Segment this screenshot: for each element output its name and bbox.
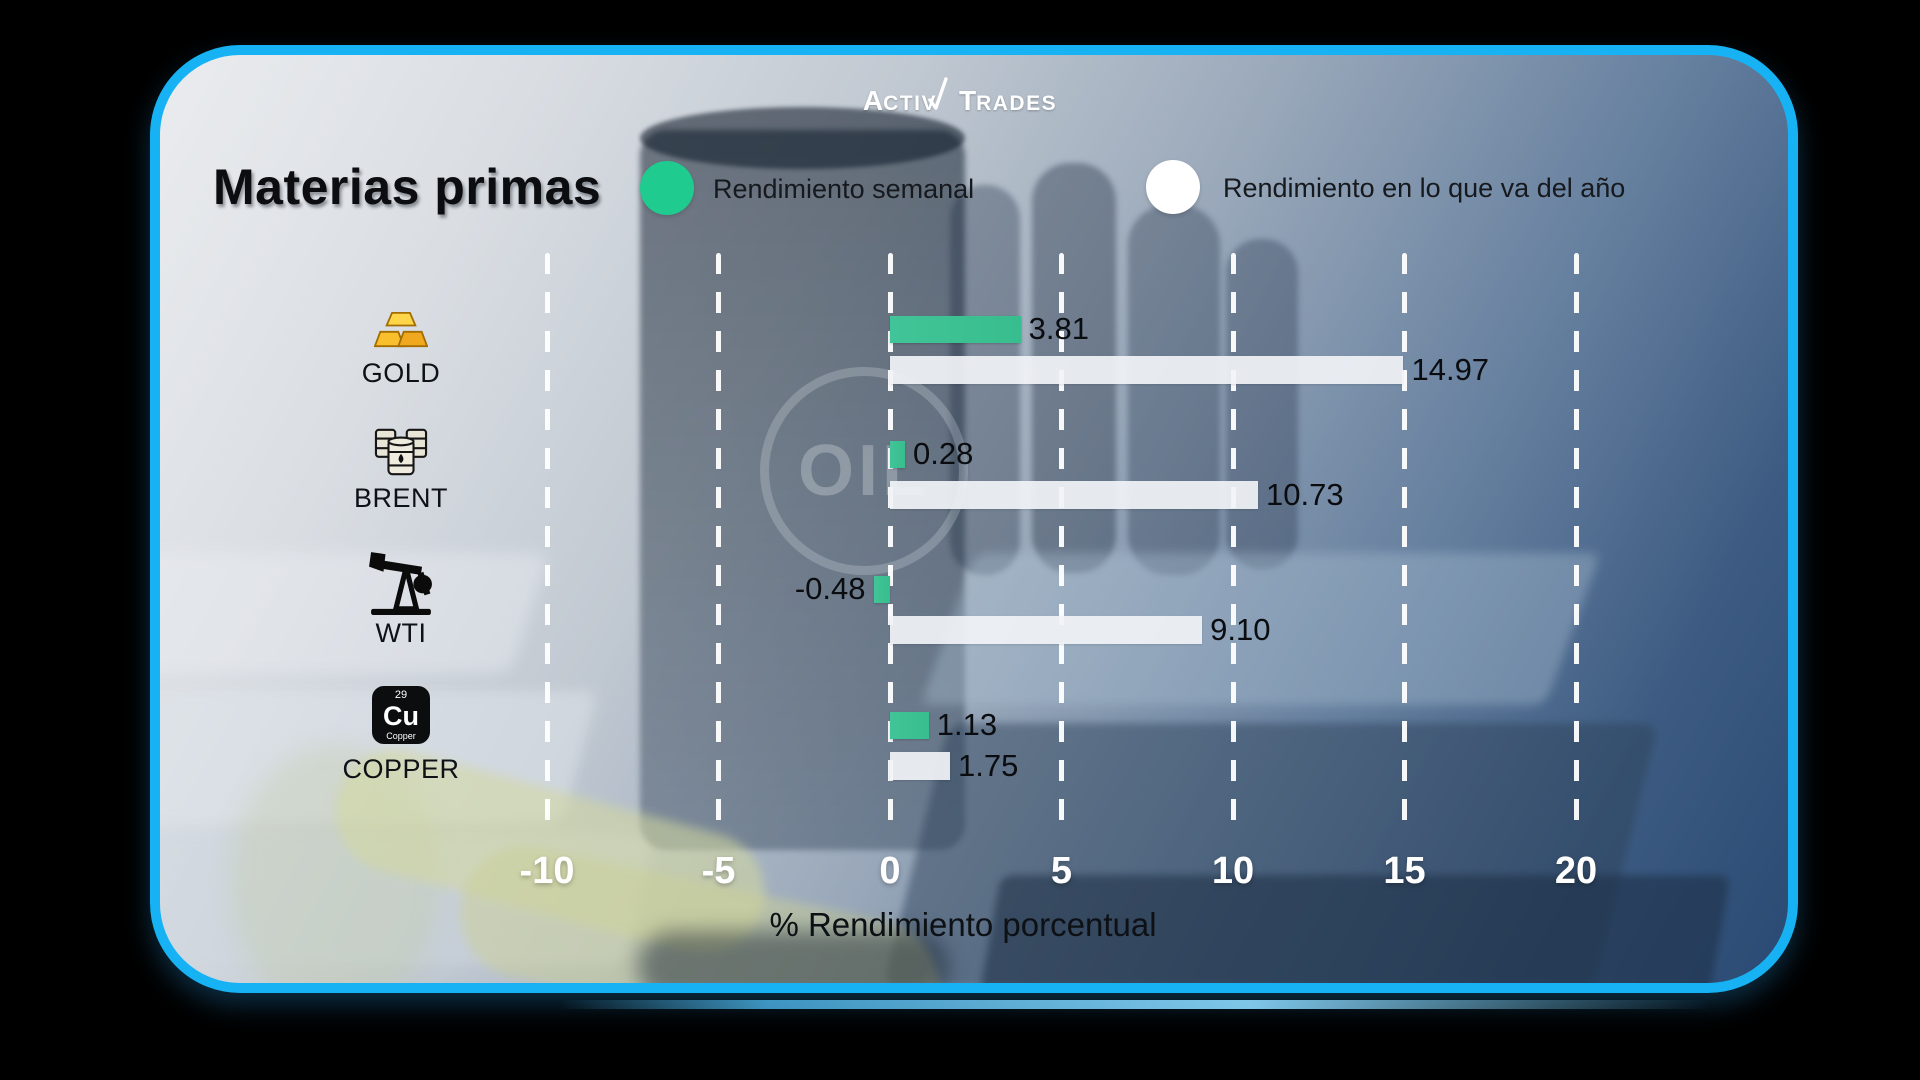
gridline <box>1059 253 1064 838</box>
gridline <box>887 253 893 838</box>
weekly-value-label: 0.28 <box>913 436 974 471</box>
legend-weekly-label: Rendimiento semanal <box>713 174 975 204</box>
logo-text: CTIV <box>883 92 937 115</box>
gold-bars-icon <box>373 310 429 350</box>
x-tick-label: 15 <box>1383 850 1426 892</box>
ytd-value-label: 10.73 <box>1266 477 1344 512</box>
category-label-brent: BRENT <box>353 483 449 513</box>
category-label-wti: WTI <box>375 618 427 648</box>
x-tick-label: -10 <box>519 850 575 892</box>
logo-text: T <box>958 85 977 116</box>
legend-ytd-label: Rendimiento en lo que va del año <box>1223 173 1626 203</box>
ytd-bar <box>890 481 1259 509</box>
ytd-bar <box>890 752 951 780</box>
oil-barrels-icon <box>372 426 430 478</box>
copper-element-icon: 29 Cu Copper <box>372 686 430 744</box>
gridline <box>1230 253 1236 838</box>
ytd-bar <box>890 616 1203 644</box>
logo-check-icon <box>928 77 948 123</box>
ytd-value-label: 9.10 <box>1210 612 1271 647</box>
weekly-bar <box>890 712 929 739</box>
category-label-gold: GOLD <box>361 358 441 388</box>
x-tick-label: 0 <box>879 850 901 892</box>
page-title: Materias primas <box>213 159 602 215</box>
weekly-bar <box>890 316 1021 343</box>
pump-jack-icon <box>368 544 434 618</box>
logo-text: RADES <box>976 92 1058 115</box>
gridline <box>1402 253 1407 838</box>
x-axis-label: % Rendimiento porcentual <box>769 906 1157 943</box>
panel-reflection <box>560 1000 1710 1009</box>
ytd-value-label: 14.97 <box>1411 352 1490 387</box>
copper-caption: Copper <box>386 730 416 741</box>
x-tick-label: 10 <box>1211 850 1255 892</box>
gridline <box>1573 253 1579 838</box>
weekly-value-label: -0.48 <box>794 571 866 606</box>
activtrades-logo: A CTIV T RADES <box>863 74 1057 120</box>
weekly-value-label: 3.81 <box>1028 311 1090 346</box>
x-tick-label: 20 <box>1554 850 1598 892</box>
gridline <box>716 253 721 838</box>
weekly-bar <box>873 576 890 603</box>
copper-atomic-number: 29 <box>394 688 408 701</box>
legend-weekly-dot <box>640 161 694 215</box>
weekly-bar <box>890 441 905 468</box>
legend-ytd-dot <box>1146 160 1200 214</box>
ytd-bar <box>890 356 1404 384</box>
category-label-copper: COPPER <box>342 754 460 784</box>
logo-text: A <box>862 85 884 116</box>
ytd-value-label: 1.75 <box>958 748 1019 783</box>
x-tick-label: -5 <box>701 850 736 892</box>
copper-symbol: Cu <box>383 700 419 731</box>
gridline <box>544 253 550 838</box>
weekly-value-label: 1.13 <box>936 707 998 742</box>
x-tick-label: 5 <box>1050 850 1073 892</box>
